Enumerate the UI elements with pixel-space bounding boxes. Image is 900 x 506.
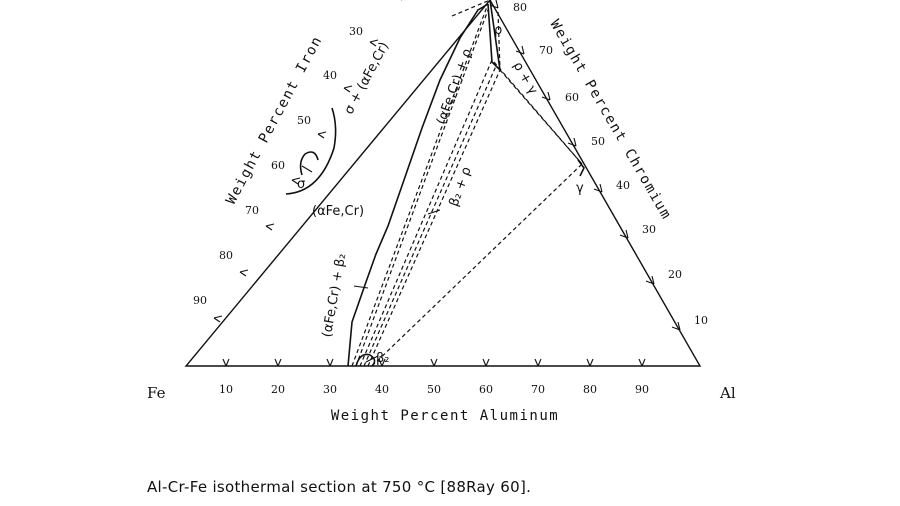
aluminum-axis-ticks — [222, 358, 646, 367]
alpha-phase-boundary — [347, 3, 489, 367]
label-gamma: γ — [576, 181, 584, 196]
ternary-triangle — [184, 0, 702, 367]
chromium-axis-title: Weight Percent Chromium — [546, 17, 674, 223]
cr-tick-30: 30 — [642, 223, 656, 236]
al-corner-label: Al — [719, 384, 736, 402]
aluminum-tick-labels: 10 20 30 40 50 60 70 80 90 — [219, 383, 649, 396]
aluminum-axis-title: Weight Percent Aluminum — [331, 408, 559, 424]
al-tick-80: 80 — [583, 383, 597, 396]
al-tick-60: 60 — [479, 383, 493, 396]
cr-tick-60: 60 — [565, 91, 579, 104]
sigma-region-boundary — [285, 107, 337, 195]
al-tick-90: 90 — [635, 383, 649, 396]
cr-tick-80: 80 — [513, 1, 527, 14]
gamma-region — [577, 159, 585, 177]
label-rho-gamma: ρ + γ — [510, 59, 541, 97]
fe-tick-90: 90 — [193, 294, 207, 307]
chromium-tick-labels: 10 20 30 40 50 60 70 80 — [513, 1, 708, 327]
label-beta2-rho: β₂ + ρ — [447, 165, 475, 209]
fe-tick-30: 30 — [349, 25, 363, 38]
iron-tick-labels: 90 80 70 60 50 40 30 — [193, 25, 363, 307]
al-tick-20: 20 — [271, 383, 285, 396]
fe-tick-80: 80 — [219, 249, 233, 262]
fe-corner-label: Fe — [147, 384, 166, 402]
pointer-alpha-beta2 — [353, 285, 369, 289]
sigma-pointer — [301, 165, 313, 173]
pointer-beta2-rho — [427, 209, 441, 215]
cr-tick-20: 20 — [668, 268, 682, 281]
iron-axis-ticks — [213, 0, 402, 323]
chromium-axis-ticks — [489, 0, 681, 331]
al-tick-10: 10 — [219, 383, 233, 396]
cr-tick-10: 10 — [694, 314, 708, 327]
al-tick-40: 40 — [375, 383, 389, 396]
fe-tick-60: 60 — [271, 159, 285, 172]
sigma-pocket — [299, 151, 319, 176]
al-tick-50: 50 — [427, 383, 441, 396]
ternary-phase-diagram: 10 20 30 40 50 60 70 80 90 90 80 70 60 5… — [147, 0, 736, 424]
al-tick-30: 30 — [323, 383, 337, 396]
fe-tick-70: 70 — [245, 204, 259, 217]
beta2-pointer — [365, 355, 379, 363]
label-alpha-beta2: (αFe,Cr) + β₂ — [320, 252, 349, 338]
al-tick-70: 70 — [531, 383, 545, 396]
figure-caption: Al-Cr-Fe isothermal section at 750 °C [8… — [147, 478, 532, 496]
label-alpha: (αFe,Cr) — [312, 204, 364, 219]
tie-lines — [351, 0, 583, 367]
label-sigma: σ — [297, 177, 305, 192]
fe-tick-40: 40 — [323, 69, 337, 82]
cr-tick-40: 40 — [616, 179, 630, 192]
cr-tick-70: 70 — [539, 44, 553, 57]
fe-tick-50: 50 — [297, 114, 311, 127]
rho-region-boundary — [487, 0, 502, 73]
label-sigma-alpha: σ + (αFe,Cr) — [342, 40, 393, 117]
label-rho: ρ — [494, 23, 502, 38]
label-beta2: β₂ — [376, 351, 390, 366]
cr-tick-50: 50 — [591, 135, 605, 148]
